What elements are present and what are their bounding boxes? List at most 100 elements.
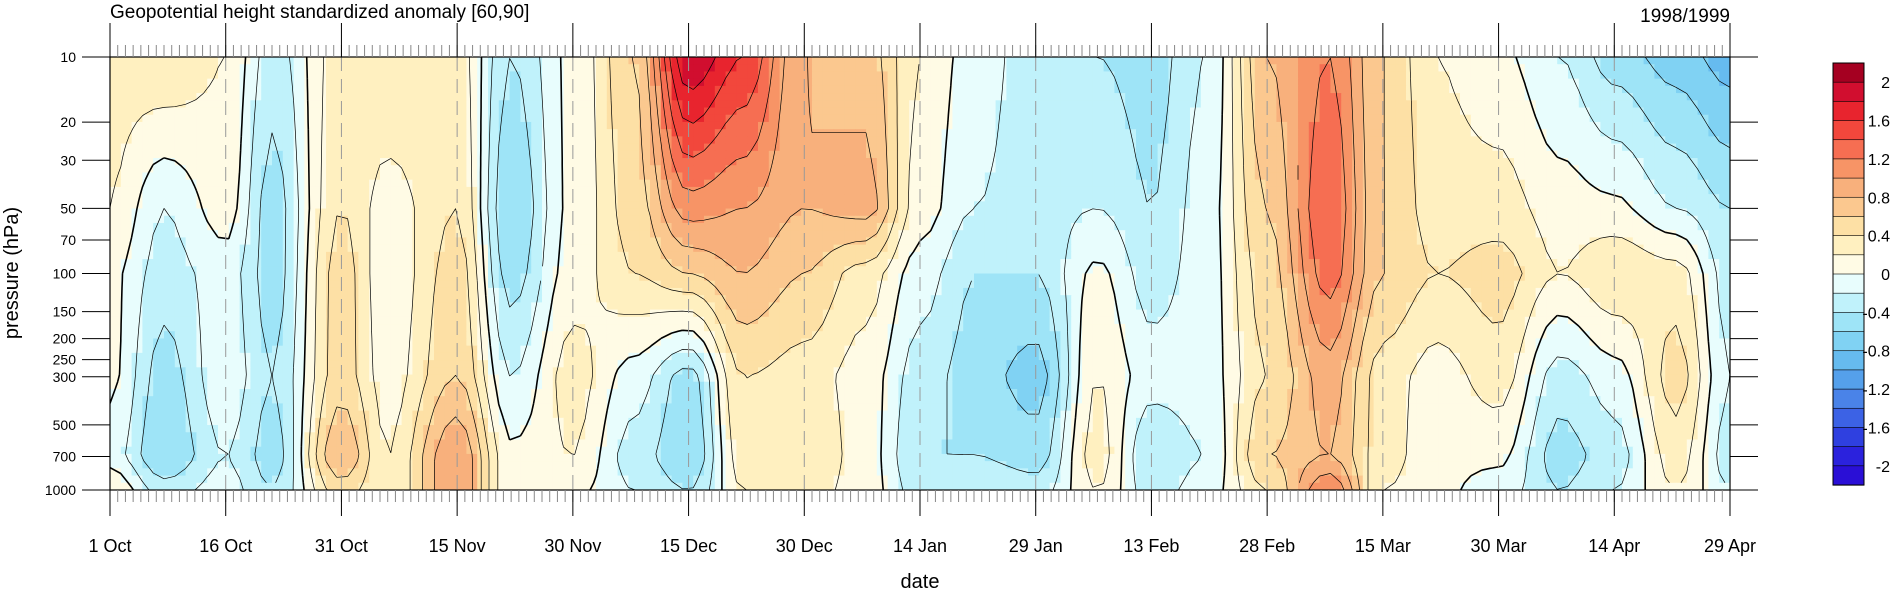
heatmap-cell: [304, 179, 316, 188]
heatmap-cell: [812, 287, 824, 296]
heatmap-cell: [876, 78, 889, 87]
heatmap-cell: [574, 201, 586, 210]
heatmap-cell: [1049, 129, 1061, 137]
heatmap-cell: [1157, 158, 1169, 166]
heatmap-cell: [1416, 57, 1429, 65]
heatmap-cell: [1632, 266, 1645, 275]
heatmap-cell: [1298, 172, 1310, 181]
heatmap-cell: [218, 121, 230, 130]
heatmap-cell: [1125, 201, 1137, 210]
heatmap-cell: [1082, 78, 1094, 87]
heatmap-cell: [1006, 259, 1018, 267]
heatmap-cell: [315, 100, 327, 109]
heatmap-cell: [1427, 244, 1439, 253]
heatmap-cell: [660, 201, 673, 210]
heatmap-cell: [423, 237, 435, 246]
heatmap-cell: [1265, 93, 1277, 101]
heatmap-cell: [347, 295, 359, 303]
heatmap-cell: [1384, 215, 1396, 224]
heatmap-cell: [509, 201, 521, 210]
heatmap-cell: [1006, 114, 1018, 123]
heatmap-cell: [941, 93, 953, 101]
heatmap-cell: [887, 194, 899, 202]
heatmap-cell: [1233, 237, 1245, 246]
heatmap-cell: [1481, 165, 1493, 174]
heatmap-cell: [639, 244, 651, 253]
heatmap-cell: [304, 57, 316, 65]
heatmap-cell: [1157, 100, 1169, 109]
heatmap-cell: [1416, 222, 1429, 231]
heatmap-cell: [228, 57, 241, 65]
heatmap-cell: [1308, 208, 1321, 217]
heatmap-cell: [358, 129, 370, 137]
heatmap-cell: [866, 85, 878, 94]
heatmap-cell: [876, 215, 889, 224]
heatmap-cell: [596, 100, 608, 109]
heatmap-cell: [920, 230, 932, 239]
heatmap-cell: [736, 172, 748, 181]
heatmap-cell: [671, 237, 683, 246]
heatmap-cell: [434, 85, 446, 94]
heatmap-cell: [1114, 208, 1126, 217]
heatmap-cell: [250, 273, 262, 282]
heatmap-cell: [1049, 273, 1061, 282]
heatmap-cell: [1427, 259, 1439, 267]
heatmap-cell: [412, 57, 424, 65]
heatmap-cell: [1611, 244, 1623, 253]
heatmap-cell: [736, 215, 748, 224]
heatmap-cell: [1492, 179, 1504, 188]
heatmap-cell: [639, 114, 651, 123]
heatmap-cell: [1028, 222, 1040, 231]
heatmap-cell: [866, 280, 878, 289]
heatmap-cell: [844, 179, 856, 188]
heatmap-cell: [239, 208, 251, 217]
heatmap-cell: [293, 194, 305, 202]
heatmap-cell: [855, 201, 867, 210]
heatmap-cell: [196, 186, 208, 195]
heatmap-cell: [704, 222, 716, 231]
heatmap-cell: [347, 280, 359, 289]
heatmap-cell: [466, 121, 478, 130]
heatmap-cell: [358, 165, 370, 174]
heatmap-cell: [401, 121, 413, 130]
heatmap-cell: [1557, 208, 1569, 217]
heatmap-cell: [585, 259, 597, 267]
heatmap-cell: [866, 143, 878, 152]
heatmap-cell: [779, 194, 791, 202]
heatmap-cell: [1298, 287, 1310, 296]
heatmap-cell: [185, 165, 197, 174]
heatmap-cell: [1416, 107, 1429, 116]
heatmap-cell: [1611, 179, 1623, 188]
heatmap-cell: [239, 85, 251, 94]
heatmap-cell: [1330, 165, 1342, 174]
heatmap-cell: [747, 93, 759, 101]
heatmap-cell: [671, 251, 683, 260]
heatmap-cell: [1244, 165, 1256, 174]
heatmap-cell: [563, 194, 575, 202]
heatmap-cell: [1416, 230, 1429, 239]
heatmap-cell: [1287, 78, 1299, 87]
heatmap-cell: [272, 57, 284, 65]
heatmap-cell: [574, 158, 586, 166]
heatmap-cell: [1125, 273, 1137, 282]
heatmap-cell: [1146, 93, 1159, 101]
heatmap-cell: [790, 57, 802, 65]
heatmap-cell: [1082, 114, 1094, 123]
heatmap-cell: [671, 158, 683, 166]
heatmap-cell: [693, 150, 705, 159]
heatmap-cell: [120, 85, 133, 94]
heatmap-cell: [434, 121, 446, 130]
heatmap-cell: [347, 129, 359, 137]
heatmap-cell: [1038, 251, 1051, 260]
heatmap-cell: [1362, 158, 1375, 166]
heatmap-cell: [1211, 179, 1223, 188]
heatmap-cell: [779, 121, 791, 130]
heatmap-cell: [477, 222, 489, 231]
heatmap-cell: [358, 244, 370, 253]
heatmap-cell: [1654, 194, 1666, 202]
heatmap-cell: [974, 57, 986, 65]
heatmap-cell: [1686, 143, 1699, 152]
heatmap-cell: [1568, 215, 1580, 224]
heatmap-cell: [498, 165, 511, 174]
heatmap-cell: [552, 287, 565, 296]
